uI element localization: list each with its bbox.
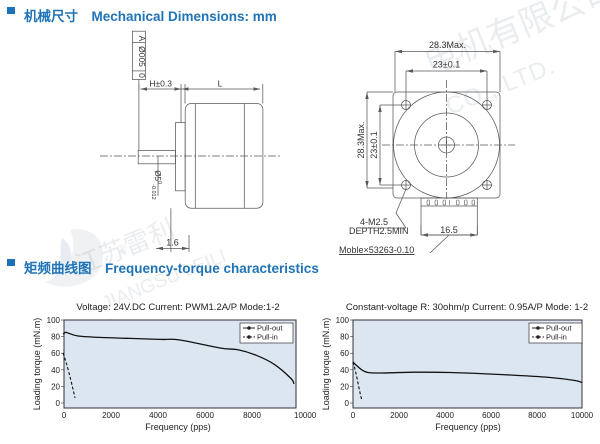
svg-text:60: 60 [340,349,349,358]
svg-text:100: 100 [336,316,350,325]
svg-text:Frequency (pps): Frequency (pps) [435,422,501,432]
svg-text:0: 0 [345,399,350,408]
svg-text:Pull-out: Pull-out [546,324,572,333]
svg-text:Pull-in: Pull-in [546,333,567,342]
svg-text:40: 40 [340,366,349,375]
svg-text:2000: 2000 [390,411,408,420]
svg-text:Loading torque (mN.m): Loading torque (mN.m) [321,318,331,411]
svg-text:0: 0 [351,411,356,420]
svg-text:20: 20 [340,382,349,391]
svg-text:10000: 10000 [571,411,594,420]
svg-text:8000: 8000 [528,411,546,420]
svg-text:6000: 6000 [482,411,500,420]
svg-text:Constant-voltage R: 30ohm/p Cu: Constant-voltage R: 30ohm/p Current: 0.9… [346,302,588,313]
svg-text:4000: 4000 [436,411,454,420]
svg-text:80: 80 [340,333,349,342]
